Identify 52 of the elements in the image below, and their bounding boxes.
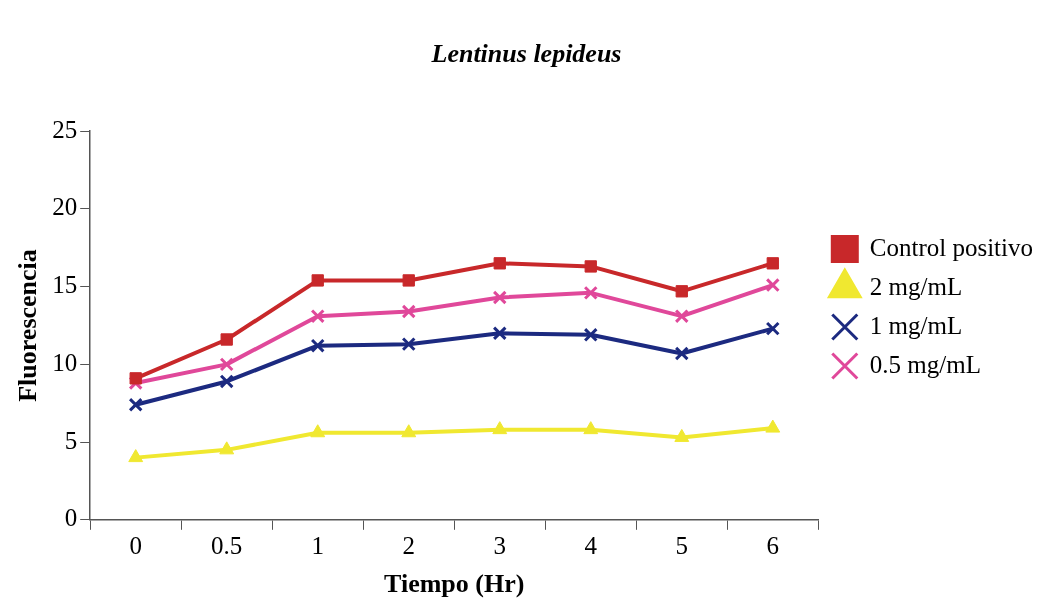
point bbox=[766, 257, 779, 270]
point bbox=[674, 309, 689, 324]
point bbox=[492, 326, 507, 341]
x-tick-label: 3 bbox=[493, 532, 506, 560]
point bbox=[675, 285, 688, 298]
x-tick-label: 1 bbox=[311, 532, 324, 560]
point bbox=[583, 327, 598, 342]
point bbox=[219, 374, 234, 389]
point bbox=[401, 337, 416, 352]
point bbox=[765, 277, 780, 293]
x-tick-label: 6 bbox=[766, 532, 780, 560]
point bbox=[401, 424, 417, 438]
point bbox=[128, 397, 143, 412]
point bbox=[492, 290, 507, 305]
x-tick-label: 0.5 bbox=[211, 532, 243, 560]
y-tick-label: 25 bbox=[52, 115, 78, 143]
point bbox=[401, 304, 416, 319]
y-tick-label: 10 bbox=[52, 348, 78, 376]
legend-label: 1 mg/mL bbox=[869, 311, 963, 339]
point bbox=[311, 274, 324, 287]
y-tick-label: 0 bbox=[64, 504, 78, 532]
chart-title: Lentinus lepideus bbox=[430, 39, 622, 69]
x-tick-label: 2 bbox=[402, 532, 415, 560]
point bbox=[674, 346, 689, 361]
point bbox=[219, 357, 234, 372]
x-axis-title: Tiempo (Hr) bbox=[384, 569, 525, 599]
legend-label: 2 mg/mL bbox=[869, 272, 963, 300]
point bbox=[128, 449, 144, 463]
point bbox=[129, 372, 142, 385]
x-tick-label: 4 bbox=[584, 532, 598, 560]
point bbox=[310, 338, 325, 353]
point bbox=[765, 321, 780, 336]
y-tick-label: 5 bbox=[64, 426, 78, 454]
point bbox=[584, 260, 597, 273]
y-tick-label: 20 bbox=[52, 193, 78, 221]
x-tick-label: 0 bbox=[129, 532, 142, 560]
point bbox=[402, 274, 415, 287]
legend-label: 0.5 mg/mL bbox=[869, 350, 981, 378]
point bbox=[583, 421, 599, 435]
y-tick-label: 15 bbox=[52, 271, 78, 299]
point bbox=[765, 419, 781, 433]
point bbox=[674, 428, 690, 442]
point bbox=[583, 285, 598, 301]
point bbox=[493, 257, 506, 270]
point bbox=[310, 424, 326, 438]
point bbox=[492, 421, 508, 435]
x-tick-label: 5 bbox=[675, 532, 689, 560]
point bbox=[220, 333, 233, 346]
point bbox=[219, 441, 235, 455]
point bbox=[310, 309, 325, 324]
y-axis-title: Fluorescencia bbox=[13, 249, 43, 402]
legend-label: Control positivo bbox=[869, 233, 1034, 261]
